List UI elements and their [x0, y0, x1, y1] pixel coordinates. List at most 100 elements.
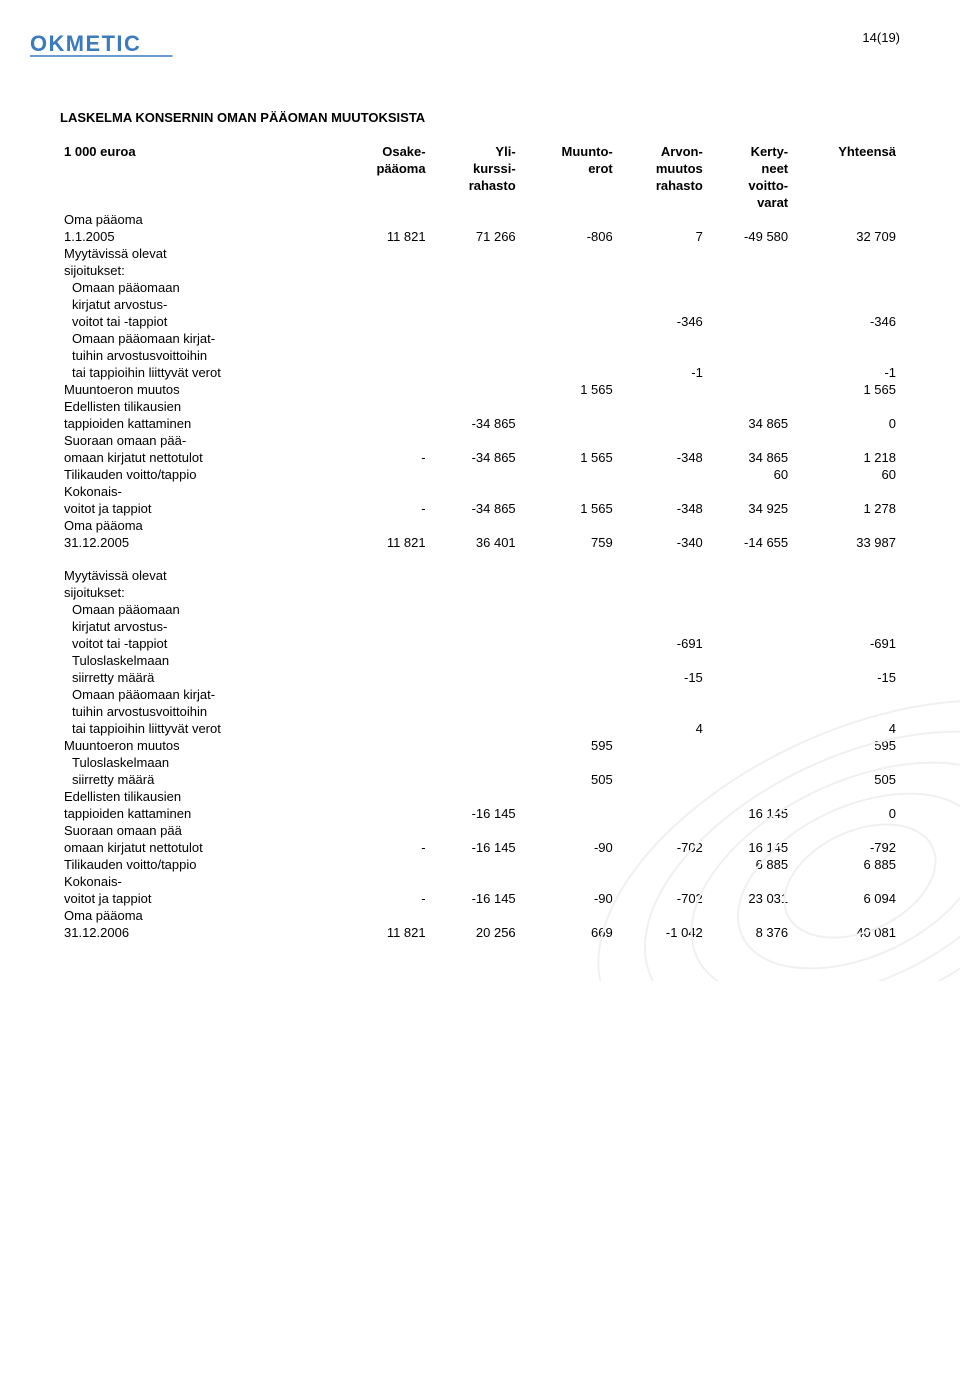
- table-row: Muuntoeron muutos1 5651 565: [60, 381, 900, 398]
- cell: [336, 245, 430, 262]
- cell: -348: [617, 500, 707, 517]
- cell: [707, 652, 792, 669]
- head-c7: Yhteensä: [792, 143, 900, 160]
- cell: [520, 364, 617, 381]
- cell: [520, 415, 617, 432]
- cell: [792, 245, 900, 262]
- cell: [792, 584, 900, 601]
- cell: 23 031: [707, 890, 792, 907]
- row-label: tappioiden kattaminen: [60, 805, 336, 822]
- cell: [336, 618, 430, 635]
- cell: [430, 873, 520, 890]
- head-c1: 1 000 euroa: [60, 143, 336, 160]
- row-label: sijoitukset:: [60, 584, 336, 601]
- cell: [520, 754, 617, 771]
- cell: [520, 432, 617, 449]
- row-label: Edellisten tilikausien: [60, 788, 336, 805]
- table-row: kirjatut arvostus-: [60, 618, 900, 635]
- row-label: tai tappioihin liittyvät verot: [60, 720, 336, 737]
- table-row: Omaan pääomaan: [60, 601, 900, 618]
- cell: [430, 856, 520, 873]
- row-label: 1.1.2005: [60, 228, 336, 245]
- cell: [520, 262, 617, 279]
- cell: [520, 618, 617, 635]
- row-label: Suoraan omaan pää: [60, 822, 336, 839]
- cell: [430, 347, 520, 364]
- cell: [336, 805, 430, 822]
- head-c4a: Muunto-: [520, 143, 617, 160]
- cell: [792, 296, 900, 313]
- table-row: Tuloslaskelmaan: [60, 652, 900, 669]
- cell: [792, 483, 900, 500]
- cell: -806: [520, 228, 617, 245]
- cell: [707, 771, 792, 788]
- cell: [430, 517, 520, 534]
- head-c3b: kurssi-: [430, 160, 520, 177]
- cell: -34 865: [430, 500, 520, 517]
- cell: [336, 398, 430, 415]
- cell: [336, 907, 430, 924]
- cell: [336, 584, 430, 601]
- cell: [520, 483, 617, 500]
- row-label: Oma pääoma: [60, 211, 336, 228]
- cell: -15: [792, 669, 900, 686]
- cell: [430, 313, 520, 330]
- cell: -90: [520, 839, 617, 856]
- row-label: Suoraan omaan pää-: [60, 432, 336, 449]
- cell: [336, 296, 430, 313]
- head-c3c: rahasto: [430, 177, 520, 194]
- svg-text:OKMETIC: OKMETIC: [30, 31, 141, 56]
- cell: -: [336, 500, 430, 517]
- document-title: LASKELMA KONSERNIN OMAN PÄÄOMAN MUUTOKSI…: [60, 110, 900, 125]
- cell: [617, 907, 707, 924]
- cell: 16 145: [707, 805, 792, 822]
- head-c2a: Osake-: [336, 143, 430, 160]
- cell: [430, 788, 520, 805]
- cell: [617, 601, 707, 618]
- table-row: 31.12.200611 82120 256669-1 0428 37640 0…: [60, 924, 900, 941]
- cell: [707, 754, 792, 771]
- table-row: Oma pääoma: [60, 517, 900, 534]
- row-label: voitot tai -tappiot: [60, 635, 336, 652]
- cell: [430, 330, 520, 347]
- cell: [520, 822, 617, 839]
- cell: [792, 432, 900, 449]
- cell: 16 145: [707, 839, 792, 856]
- table-row: sijoitukset:: [60, 584, 900, 601]
- cell: [430, 907, 520, 924]
- cell: [617, 584, 707, 601]
- cell: [707, 618, 792, 635]
- cell: [520, 703, 617, 720]
- cell: [792, 703, 900, 720]
- cell: 505: [792, 771, 900, 788]
- cell: [336, 873, 430, 890]
- row-label: tuihin arvostusvoittoihin: [60, 347, 336, 364]
- cell: 11 821: [336, 534, 430, 551]
- cell: [707, 381, 792, 398]
- cell: [430, 635, 520, 652]
- table-row: voitot tai -tappiot-346-346: [60, 313, 900, 330]
- row-label: Kokonais-: [60, 483, 336, 500]
- cell: [617, 398, 707, 415]
- cell: [430, 245, 520, 262]
- cell: [792, 618, 900, 635]
- row-label: Tuloslaskelmaan: [60, 754, 336, 771]
- cell: [792, 754, 900, 771]
- cell: 669: [520, 924, 617, 941]
- page-number: 14(19): [862, 30, 900, 45]
- row-label: Myytävissä olevat: [60, 567, 336, 584]
- cell: -340: [617, 534, 707, 551]
- table-row: tuihin arvostusvoittoihin: [60, 347, 900, 364]
- table-row: omaan kirjatut nettotulot--16 145-90-702…: [60, 839, 900, 856]
- cell: -1: [617, 364, 707, 381]
- cell: [792, 211, 900, 228]
- row-label: Omaan pääomaan: [60, 279, 336, 296]
- cell: [336, 466, 430, 483]
- cell: [336, 313, 430, 330]
- cell: 60: [792, 466, 900, 483]
- cell: 11 821: [336, 924, 430, 941]
- table-row: 1.1.200511 82171 266-8067-49 58032 709: [60, 228, 900, 245]
- row-label: Edellisten tilikausien: [60, 398, 336, 415]
- table-row: Omaan pääomaan kirjat-: [60, 330, 900, 347]
- cell: [336, 822, 430, 839]
